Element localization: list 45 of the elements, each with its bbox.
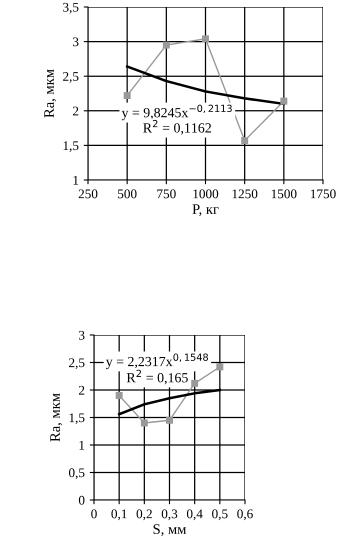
y-tick-label: 1,5 xyxy=(70,413,84,424)
point xyxy=(124,92,131,100)
x-tick-label: 500 xyxy=(118,189,137,198)
point xyxy=(162,42,170,49)
y-tick-label: 3 xyxy=(73,37,78,46)
y-tick-label: 2,5 xyxy=(69,358,84,370)
point xyxy=(140,420,148,426)
annotation: y = 9,8245x$^{−0,2113}$ xyxy=(122,104,232,120)
point xyxy=(241,137,248,144)
x-tick-label: 0,1 xyxy=(111,509,127,520)
x-axis-title: P, кг xyxy=(192,204,219,216)
annotation: y = 2,2317x$^{0,1548}$ xyxy=(106,354,208,370)
point xyxy=(202,35,209,42)
y-tick-label: 0,5 xyxy=(68,468,84,480)
y-axis-title: Ra, мкм xyxy=(44,69,56,118)
y-tick-label: 0 xyxy=(78,496,84,505)
x-tick-label: 0,4 xyxy=(186,509,203,520)
y-tick-label: 1,5 xyxy=(64,141,78,152)
x-tick-label: 750 xyxy=(157,189,176,198)
x-axis-title: S, мм xyxy=(154,524,186,536)
x-tick-label: 0,5 xyxy=(212,509,228,520)
x-tick-label: 0,3 xyxy=(162,509,178,520)
y-tick-label: 1 xyxy=(74,176,78,185)
x-tick-label: 0 xyxy=(91,509,97,518)
y-tick-label: 1 xyxy=(80,440,84,450)
point xyxy=(166,416,173,424)
y-tick-label: 3 xyxy=(79,330,84,340)
point xyxy=(280,98,288,105)
x-tick-label: 0,6 xyxy=(237,509,253,520)
point xyxy=(116,392,123,399)
x-tick-label: 250 xyxy=(78,189,98,198)
annotation: R$^{2}$ = 0,1162 xyxy=(143,120,211,135)
x-tick-label: 0,2 xyxy=(136,509,152,520)
x-tick-label: 1750 xyxy=(310,189,336,198)
y-tick-label: 2 xyxy=(72,106,78,116)
y-tick-label: 2,5 xyxy=(63,72,78,83)
point xyxy=(191,380,198,387)
x-tick-label: 1500 xyxy=(272,189,297,198)
y-tick-label: 3,5 xyxy=(63,2,78,14)
annotation: R$^{2}$ = 0,165 xyxy=(126,370,188,384)
point xyxy=(216,363,224,370)
x-tick-label: 1250 xyxy=(232,189,258,198)
x-tick-label: 1000 xyxy=(193,189,218,198)
y-axis-title: Ra, мкм xyxy=(50,393,62,442)
y-tick-label: 2 xyxy=(78,386,84,395)
